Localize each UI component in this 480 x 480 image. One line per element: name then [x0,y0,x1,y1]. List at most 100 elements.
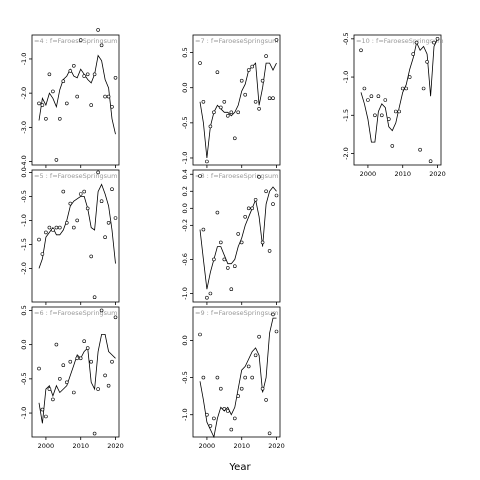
data-point [106,94,111,99]
data-point [264,54,268,58]
y-tick-label: 0.0 [20,339,28,349]
panel-strip-label: =5 : f=FaroeseSpringsum [34,172,117,180]
x-tick-label: 2000 [199,442,216,450]
y-tick-label: -1.0 [20,407,28,420]
data-point [85,72,90,77]
data-point [239,240,244,245]
x-tick-label: 2000 [360,170,377,178]
data-point [271,312,275,317]
data-point [47,387,52,391]
y-tick-label: -0.5 [20,372,28,385]
data-point [428,159,433,163]
panel-7: =7 : f=FaroeseSpringsum 0.5 0.0 -0.5 -1.0 [181,34,281,168]
data-point [72,225,76,230]
data-point [78,192,83,196]
data-point [61,79,66,83]
data-point [201,375,206,380]
data-point [57,117,62,121]
x-tick-label: 2020 [107,442,124,450]
data-point [54,342,59,347]
y-tick-label: 0.2 [181,186,189,196]
data-point [226,409,230,413]
panel-frame [31,306,120,438]
y-tick-label: -4.0 [20,155,28,168]
fit-line [199,186,277,290]
data-point [250,375,254,380]
data-point [37,101,41,106]
panel-10: =10 : f=FaroeseSpringsum -0.5 -1.0 -1.5 -2.0… [342,32,446,178]
y-tick-label: 0.0 [181,335,189,345]
data-point [92,431,97,436]
data-point [239,78,244,83]
y-tick-label: -0.6 [181,253,189,266]
data-point [72,64,76,68]
data-point [198,174,202,178]
data-point [362,86,367,91]
data-point [99,308,104,313]
panel-5: =5 : f=FaroeseSpringsum 0.0 -0.5 -1.0 -1.5 -2… [20,167,120,305]
y-tick-label: -1.5 [342,109,350,122]
data-point [208,124,213,129]
data-point [400,86,405,91]
y-tick-label: -1.0 [20,53,28,66]
data-point [82,74,86,78]
data-point [236,232,240,236]
y-tick-label: -2.0 [342,147,350,160]
data-point [65,101,69,106]
x-tick-label: 2010 [394,170,411,178]
panel-strip-label: =9 : f=FaroeseSpringsum [195,309,278,317]
data-point [233,416,237,421]
panel-strip-label: =6 : f=FaroeseSpringsum [34,309,117,317]
y-tick-label: -1.0 [342,71,350,84]
data-point [411,52,416,56]
data-point [260,78,265,83]
data-point [219,240,223,245]
data-point [253,100,258,104]
y-tick-label: -0.2 [181,219,189,232]
x-tick-label: 2010 [72,442,89,450]
fit-line [38,334,116,424]
data-point [226,266,230,270]
data-point [75,218,79,223]
data-point [205,295,209,300]
data-point [78,38,83,42]
panel-strip-label: =4 : f=FaroeseSpringsum [34,37,117,45]
data-point [110,105,114,109]
data-point [212,257,216,262]
data-point [205,159,209,164]
data-point [246,206,251,211]
data-point [82,189,86,194]
data-point [260,386,265,391]
data-point [208,291,213,296]
data-point [198,332,202,337]
y-tick-label: -1.0 [181,408,189,421]
x-axis-label: Year [228,462,251,473]
data-point [106,221,111,225]
data-point [267,96,272,100]
data-point [201,227,206,232]
data-point [40,252,45,256]
data-point [103,94,107,99]
data-point [96,28,100,32]
data-point [96,387,100,391]
data-point [222,406,227,411]
data-point [236,110,240,115]
panels-layer: =4 : f=FaroeseSpringsum-1.0-2.0-3.0-4.0=… [20,28,446,450]
data-point [222,100,227,104]
data-point [113,216,118,220]
data-point [68,359,73,364]
data-point [359,48,363,53]
data-point [229,427,234,432]
panel-strip-label: =8 : f=FaroeseSpringsum [195,172,278,180]
data-point [253,198,258,202]
data-point [425,59,429,64]
y-tick-label: -2.0 [20,87,28,100]
y-tick-label: -1.0 [20,214,28,227]
data-point [267,249,272,253]
data-point [78,356,83,361]
y-tick-label: -0.5 [181,371,189,384]
fit-line [199,317,277,439]
panel-9: =9 : f=FaroeseSpringsum 0.0 -0.5 -1.0 2000 20… [181,306,285,450]
data-point [219,386,223,391]
